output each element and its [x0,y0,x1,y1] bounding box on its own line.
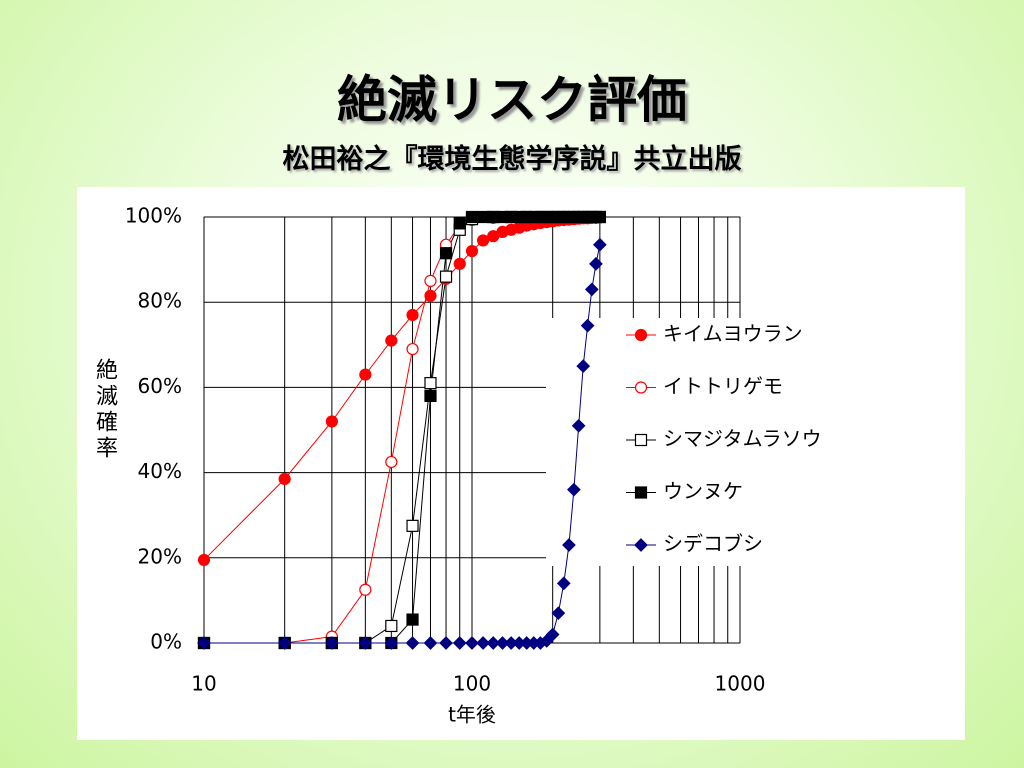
legend-label: シマジタムラソウ [663,427,822,451]
x-tick-label: 10 [191,672,216,696]
title: 絶滅リスク評価 [337,71,687,129]
marker [424,274,437,287]
marker [406,342,419,356]
marker [384,636,399,650]
marker [465,244,479,258]
marker [358,636,373,650]
y-tick-label: 0% [150,630,182,654]
marker [465,636,479,650]
legend-label: イトトリゲモ [663,374,783,398]
marker [359,368,372,381]
marker [197,553,211,567]
legend-label: キイムヨウラン [663,322,803,346]
marker [556,576,571,591]
subtitle: 松田裕之『環境生態学序説』共立出版 [282,144,742,175]
marker [406,308,419,322]
marker [545,627,560,642]
marker [424,289,437,302]
marker [634,328,648,342]
marker [423,636,438,650]
marker [452,636,467,650]
marker [634,538,648,552]
marker [385,334,398,347]
marker [453,217,466,230]
marker [634,486,648,499]
marker [589,257,603,271]
marker [584,282,599,297]
marker [465,210,479,224]
marker [406,613,419,626]
legend-label: シデコブシ [663,532,763,556]
marker [453,257,466,270]
marker [476,234,490,247]
marker [325,415,338,428]
y-axis-label: 絶滅確率 [92,358,117,462]
marker [424,377,437,390]
marker [405,636,420,650]
marker [567,482,581,497]
marker [593,237,607,252]
x-tick-label: 100 [453,672,491,696]
marker [580,318,595,333]
marker [359,583,372,596]
marker [551,606,566,621]
marker [476,636,490,650]
legend-box [546,318,866,566]
marker [325,636,339,650]
marker [634,433,648,447]
y-tick-label: 40% [138,459,182,483]
marker [486,636,501,650]
legend-label: ウンヌケ [663,479,743,503]
marker [278,472,291,486]
marker [439,636,453,650]
marker [576,359,591,373]
marker [439,247,453,260]
marker [439,270,453,283]
marker [476,210,490,224]
y-tick-label: 60% [138,374,182,398]
x-tick-label: 1000 [715,672,766,696]
y-tick-label: 100% [125,204,182,228]
marker [593,210,606,224]
marker [385,619,398,633]
marker [634,381,648,394]
marker [406,519,419,532]
y-tick-label: 20% [138,544,182,568]
marker [571,418,586,433]
marker [424,389,437,403]
marker [197,636,211,650]
y-tick-label: 80% [138,289,182,313]
x-axis-label: t年後 [448,703,496,727]
marker [385,455,398,469]
marker [562,538,576,552]
marker [277,636,292,650]
